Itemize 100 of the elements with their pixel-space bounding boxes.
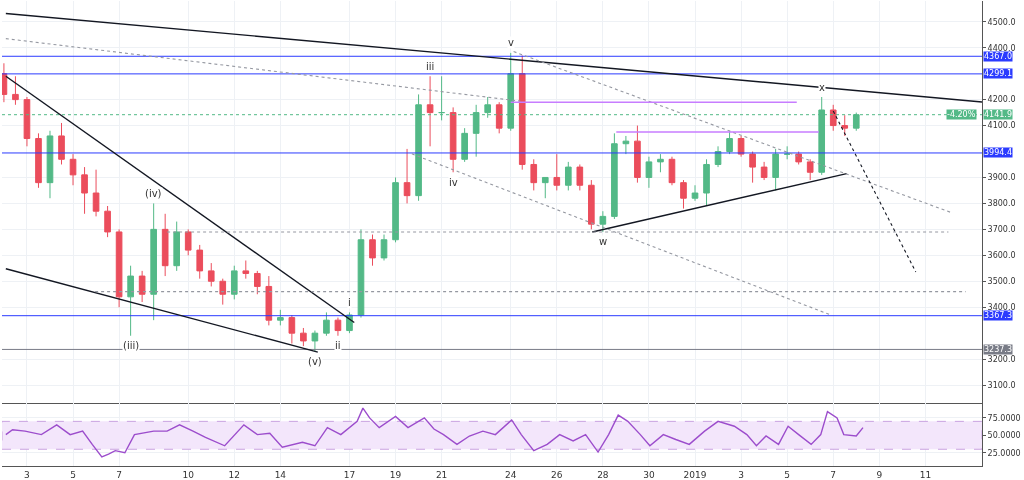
ref-line-label: 3367.3 bbox=[984, 311, 1012, 320]
x-tick-label: 7 bbox=[830, 469, 837, 480]
candlestick bbox=[46, 130, 54, 199]
y-tick-label: 4200.0 bbox=[987, 95, 1016, 105]
candlestick bbox=[184, 228, 192, 256]
candlestick bbox=[161, 213, 169, 277]
annotation: (iv) bbox=[145, 188, 162, 199]
x-tick-label: 21 bbox=[435, 469, 448, 480]
candlestick bbox=[564, 161, 572, 191]
candlestick bbox=[380, 234, 388, 261]
candlestick bbox=[553, 153, 561, 191]
candlestick bbox=[461, 127, 468, 163]
candlestick bbox=[783, 145, 791, 160]
candlestick bbox=[772, 148, 779, 191]
x-tick-label: 5 bbox=[784, 469, 791, 480]
annotation: (v) bbox=[308, 356, 322, 367]
x-tick-label: 5 bbox=[70, 469, 76, 480]
candlestick bbox=[196, 244, 204, 280]
candlestick bbox=[115, 228, 123, 308]
candlestick bbox=[403, 148, 411, 204]
annotation: iv bbox=[449, 177, 458, 188]
annotation: -4.20% bbox=[947, 110, 976, 119]
x-tick-label: 10 bbox=[182, 469, 195, 480]
candlestick bbox=[2, 62, 8, 103]
candlestick bbox=[829, 104, 837, 132]
y-tick-label: 4100.0 bbox=[987, 121, 1016, 131]
candlestick bbox=[92, 169, 100, 217]
ref-line-label: 3237.3 bbox=[984, 345, 1012, 354]
x-tick-label: 28 bbox=[597, 469, 609, 480]
candlestick bbox=[207, 262, 215, 287]
x-tick-label: 19 bbox=[389, 469, 402, 480]
ref-line-label: 4141.9 bbox=[984, 110, 1012, 119]
annotation: x bbox=[819, 82, 825, 93]
candlestick bbox=[495, 101, 503, 134]
candlestick bbox=[311, 330, 319, 352]
candlestick bbox=[323, 311, 330, 337]
candlestick bbox=[518, 54, 526, 171]
candlestick bbox=[622, 135, 630, 155]
x-tick-label: 9 bbox=[876, 469, 883, 480]
x-tick-label: 14 bbox=[274, 469, 287, 480]
candlestick bbox=[150, 202, 157, 321]
annotation: v bbox=[508, 37, 514, 48]
candlestick bbox=[242, 260, 250, 280]
annotation: (iii) bbox=[123, 340, 140, 351]
candlestick bbox=[449, 106, 457, 173]
y-tick-label: 3800.0 bbox=[987, 199, 1016, 209]
candlestick bbox=[138, 270, 146, 303]
candlestick bbox=[576, 163, 584, 191]
candlestick bbox=[726, 130, 733, 155]
x-tick-label: 11 bbox=[919, 469, 932, 480]
candlestick bbox=[265, 275, 273, 326]
candlestick bbox=[541, 176, 549, 199]
x-tick-label: 26 bbox=[551, 469, 563, 480]
candlestick bbox=[127, 265, 134, 337]
y-tick-label: 75.0000 bbox=[987, 413, 1021, 423]
x-tick-label: 30 bbox=[643, 469, 655, 480]
candlestick bbox=[657, 153, 664, 173]
candlestick bbox=[760, 161, 768, 181]
y-tick-label: 3600.0 bbox=[987, 251, 1016, 261]
y-tick-label: 25.0000 bbox=[987, 448, 1021, 458]
candlestick bbox=[645, 156, 653, 189]
candlestick bbox=[680, 179, 687, 210]
candlestick bbox=[634, 125, 641, 184]
candlestick bbox=[300, 327, 307, 347]
candlestick bbox=[749, 151, 756, 184]
y-tick-label: 3200.0 bbox=[987, 354, 1016, 364]
candlestick bbox=[357, 228, 365, 319]
candlestick bbox=[69, 153, 77, 186]
candlestick bbox=[668, 156, 676, 186]
x-tick-label: 3 bbox=[738, 469, 744, 480]
candlestick bbox=[334, 317, 342, 337]
candlestick bbox=[588, 179, 595, 230]
candlestick bbox=[426, 75, 434, 147]
ref-line-label: 3994.4 bbox=[984, 148, 1012, 157]
x-tick-label: 12 bbox=[228, 469, 241, 480]
candlestick bbox=[12, 75, 19, 106]
candlestick bbox=[23, 96, 31, 147]
candlestick bbox=[277, 309, 284, 326]
y-tick-label: 3400.0 bbox=[987, 303, 1016, 313]
candlestick bbox=[81, 166, 88, 215]
y-tick-label: 3100.0 bbox=[987, 380, 1016, 390]
candlestick bbox=[530, 158, 538, 191]
x-tick-label: 2019 bbox=[683, 469, 707, 480]
candlestick bbox=[219, 278, 227, 306]
candlestick bbox=[58, 122, 65, 165]
annotation: ii bbox=[335, 340, 341, 351]
candlestick bbox=[611, 132, 618, 220]
candlestick bbox=[104, 205, 111, 238]
y-tick-label: 50.0000 bbox=[987, 431, 1021, 441]
candlestick bbox=[795, 151, 802, 165]
x-tick-label: 24 bbox=[504, 469, 517, 480]
annotation: w bbox=[599, 236, 608, 247]
candlestick bbox=[841, 114, 849, 137]
y-tick-label: 3500.0 bbox=[987, 277, 1016, 287]
x-tick-label: 3 bbox=[24, 469, 30, 480]
candlestick bbox=[691, 184, 699, 202]
y-tick-label: 4400.0 bbox=[987, 43, 1016, 53]
candlestick bbox=[806, 158, 814, 181]
annotation: i bbox=[348, 297, 351, 308]
annotation: iii bbox=[426, 61, 435, 72]
